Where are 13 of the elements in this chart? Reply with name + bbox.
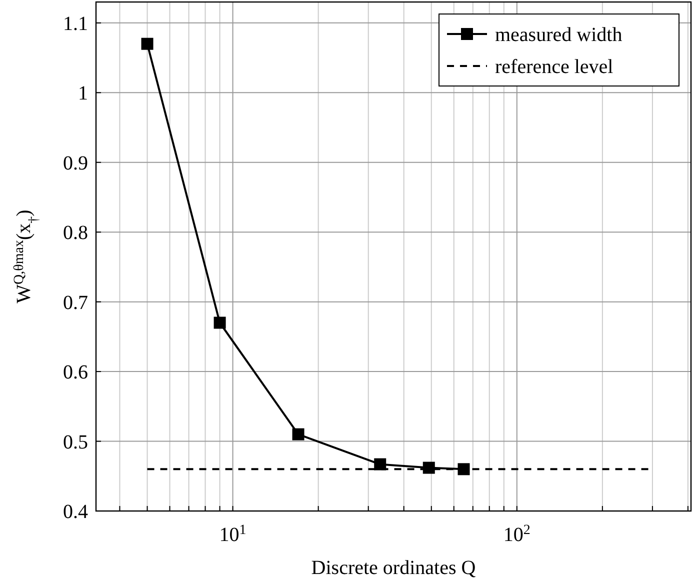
x-tick-label: 10$^{2}$ [503,522,530,546]
y-tick-label: 0.5 [63,431,88,454]
y-tick-label: 0.4 [63,501,88,523]
legend-label: reference level [495,56,614,78]
y-tick-label: 0.8 [63,222,88,244]
x-tick-label: 10$^{1}$ [219,522,246,546]
y-tick-label: 1.1 [63,12,88,35]
y-tick-label: 0.7 [63,292,88,314]
x-axis-title: Discrete ordinates Q [311,557,476,579]
legend-label: measured width [495,24,622,46]
y-tick-label: 1 [78,82,88,105]
y-tick-label: 0.6 [63,362,88,384]
y-tick-label: 0.9 [63,152,88,174]
